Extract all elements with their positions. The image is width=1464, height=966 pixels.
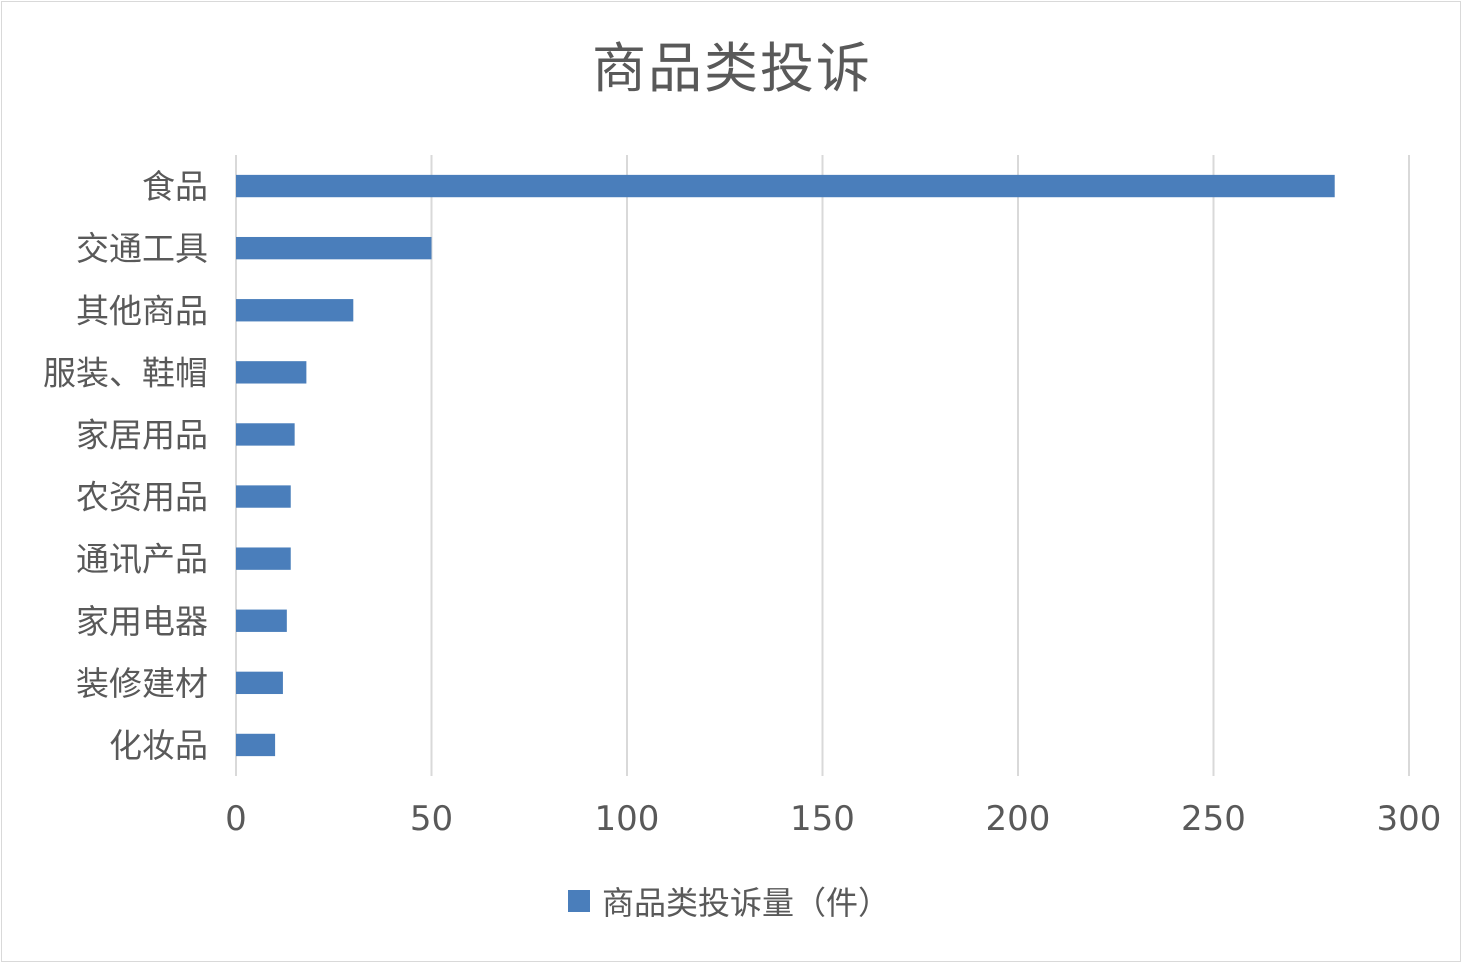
x-axis-tick-labels: 0 50 100 150 200 250 300 xyxy=(225,799,1441,839)
category-label: 通讯产品 xyxy=(76,540,208,579)
bar xyxy=(236,485,291,508)
x-tick-label: 150 xyxy=(790,799,855,839)
bar xyxy=(236,299,354,322)
category-label: 装修建材 xyxy=(76,664,208,703)
bar xyxy=(236,609,287,632)
category-label: 交通工具 xyxy=(76,229,208,268)
category-label: 食品 xyxy=(142,167,208,206)
bar xyxy=(236,174,1335,198)
bar xyxy=(236,423,295,446)
category-label: 其他商品 xyxy=(76,291,208,330)
category-label: 家用电器 xyxy=(76,602,208,641)
x-tick-label: 0 xyxy=(225,799,247,839)
category-label: 服装、鞋帽 xyxy=(43,353,208,392)
bar xyxy=(236,671,283,695)
legend-label: 商品类投诉量（件） xyxy=(601,884,890,922)
bar xyxy=(236,547,291,570)
category-label: 农资用品 xyxy=(76,478,208,517)
bar xyxy=(236,236,432,260)
x-tick-label: 200 xyxy=(986,799,1051,839)
legend-swatch xyxy=(567,890,590,912)
bar xyxy=(236,361,307,384)
bars xyxy=(236,174,1335,757)
x-tick-label: 50 xyxy=(410,799,453,839)
category-label: 化妆品 xyxy=(109,726,208,765)
legend: 商品类投诉量（件） xyxy=(0,878,1464,924)
x-tick-label: 250 xyxy=(1181,799,1246,839)
x-tick-label: 100 xyxy=(595,799,660,839)
x-tick-label: 300 xyxy=(1377,799,1442,839)
category-label: 家居用品 xyxy=(76,415,208,454)
chart-title: 商品类投诉 xyxy=(592,37,872,100)
bar xyxy=(236,733,276,757)
